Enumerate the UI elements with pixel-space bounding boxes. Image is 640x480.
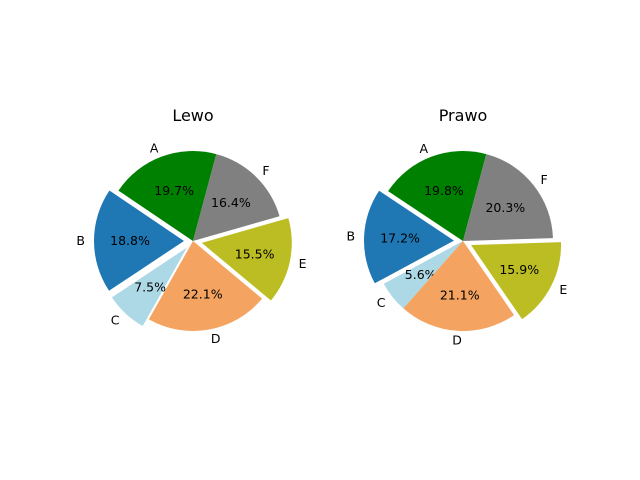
slice-label-right-b: B <box>347 228 356 243</box>
slice-percent-left-b: 18.8% <box>110 233 150 248</box>
chart-title-right: Prawo <box>439 106 488 125</box>
slice-label-right-f: F <box>541 172 548 187</box>
slice-percent-right-f: 20.3% <box>485 200 525 215</box>
slice-label-left-b: B <box>76 233 85 248</box>
slice-percent-left-d: 22.1% <box>183 287 223 302</box>
pie-slice-right-f <box>463 154 553 241</box>
pie-slice-right-b <box>364 190 455 284</box>
slice-percent-right-e: 15.9% <box>499 262 539 277</box>
pie-slice-left-c <box>111 247 187 327</box>
pie-slice-left-e <box>201 218 292 301</box>
slice-percent-right-c: 5.6% <box>405 267 437 282</box>
slice-label-left-a: A <box>150 141 159 156</box>
slice-label-right-d: D <box>452 332 462 347</box>
slice-label-left-c: C <box>111 313 120 328</box>
pie-chart-left: Lewo A 19.7% B 18.8% C 7.5% D 22.1% E 15.5% F 16.4% <box>76 106 306 346</box>
pie-slice-left-d <box>148 241 263 331</box>
slice-label-left-d: D <box>211 331 221 346</box>
slice-percent-left-e: 15.5% <box>235 247 275 262</box>
chart-title-left: Lewo <box>172 106 213 125</box>
pie-slice-right-a <box>388 151 487 241</box>
pie-slice-right-c <box>383 241 463 309</box>
slice-label-right-e: E <box>559 282 567 297</box>
pie-slice-right-d <box>403 241 515 331</box>
slice-label-right-c: C <box>377 295 386 310</box>
pie-slice-left-b <box>94 190 185 291</box>
slice-percent-left-a: 19.7% <box>154 183 194 198</box>
slice-percent-left-c: 7.5% <box>134 280 166 295</box>
pie-slice-left-f <box>193 154 280 241</box>
slice-percent-left-f: 16.4% <box>211 195 251 210</box>
pie-slice-left-a <box>118 151 217 241</box>
slice-percent-right-b: 17.2% <box>380 231 420 246</box>
slice-label-left-e: E <box>299 256 307 271</box>
pie-slice-right-e <box>471 242 562 320</box>
slice-percent-right-d: 21.1% <box>440 287 480 302</box>
slice-label-left-f: F <box>262 163 269 178</box>
slice-percent-right-a: 19.8% <box>424 183 464 198</box>
pie-chart-right: Prawo A 19.8% B 17.2% C 5.6% D 21.1% E 15.9% F 20.3… <box>347 106 568 347</box>
slice-label-right-a: A <box>419 141 428 156</box>
